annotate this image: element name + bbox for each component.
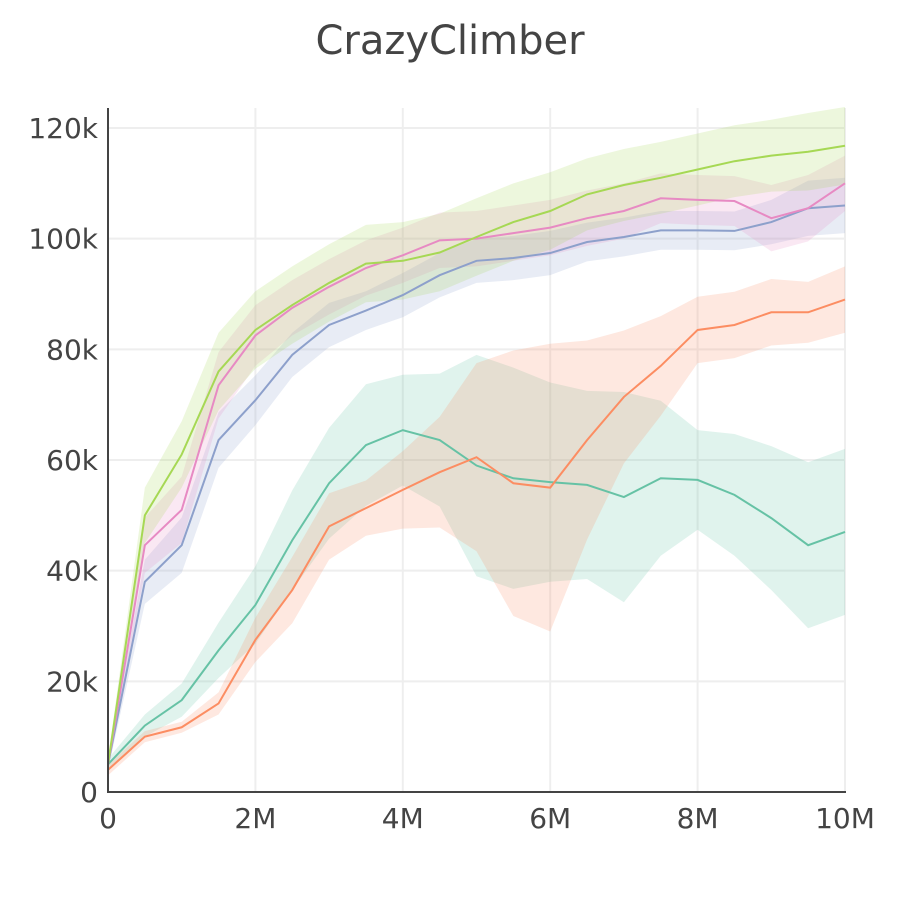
x-tick-label: 6M	[529, 802, 571, 835]
x-tick-label: 2M	[234, 802, 276, 835]
y-tick-label: 100k	[28, 223, 98, 256]
series-line-0	[107, 429, 846, 766]
series-line-1	[107, 298, 846, 771]
series-band-3	[108, 155, 845, 770]
series-band-0	[108, 354, 845, 770]
y-tick-label: 80k	[46, 333, 99, 366]
x-tick-label: 0	[99, 802, 117, 835]
x-tick-label: 8M	[677, 802, 719, 835]
x-tick-label: 10M	[815, 802, 875, 835]
y-tick-label: 120k	[28, 112, 98, 145]
series-lines	[107, 144, 846, 771]
series-line-4	[107, 144, 846, 765]
series-line-3	[107, 182, 846, 765]
x-tick-label: 4M	[382, 802, 424, 835]
series-line-2	[107, 204, 846, 765]
series-band-2	[108, 177, 845, 770]
series-band-4	[108, 106, 845, 770]
x-axis-ticks: 0 2M 4M 6M 8M 10M	[99, 802, 875, 835]
y-tick-label: 40k	[46, 555, 99, 588]
y-axis-ticks: 0 20k 40k 60k 80k 100k 120k	[28, 112, 98, 809]
series-band-1	[108, 266, 845, 776]
y-tick-label: 0	[80, 776, 98, 809]
bands	[108, 106, 845, 776]
y-tick-label: 20k	[46, 665, 99, 698]
chart-title: CrazyClimber	[315, 18, 585, 64]
y-tick-label: 60k	[46, 444, 99, 477]
